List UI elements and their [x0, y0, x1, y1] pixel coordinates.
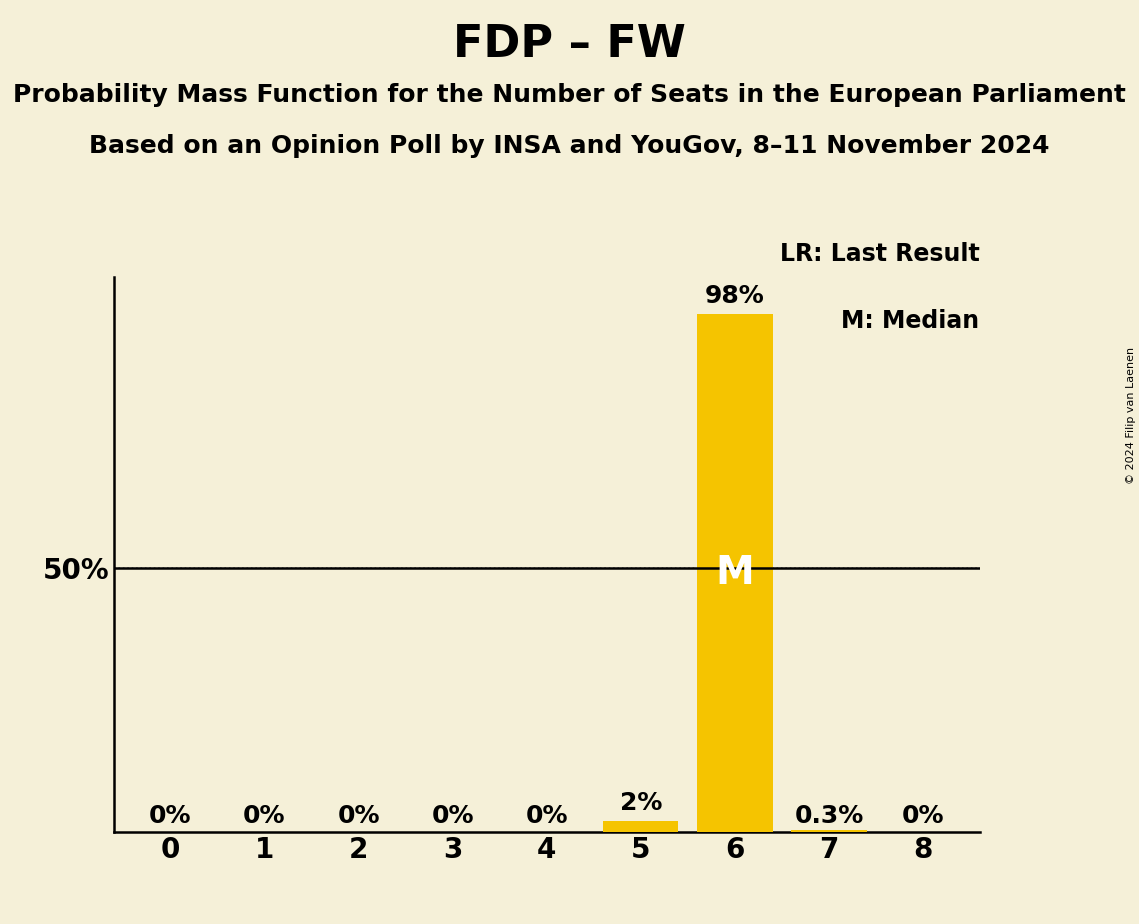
- Text: 0%: 0%: [902, 805, 944, 829]
- Text: 0%: 0%: [525, 805, 568, 829]
- Text: LR: Last Result: LR: Last Result: [780, 242, 980, 266]
- Text: M: Median: M: Median: [842, 309, 980, 333]
- Text: 0%: 0%: [337, 805, 379, 829]
- Text: © 2024 Filip van Laenen: © 2024 Filip van Laenen: [1126, 347, 1136, 484]
- Text: 0.3%: 0.3%: [794, 805, 863, 829]
- Text: 2%: 2%: [620, 791, 662, 815]
- Text: Based on an Opinion Poll by INSA and YouGov, 8–11 November 2024: Based on an Opinion Poll by INSA and You…: [89, 134, 1050, 158]
- Bar: [792, 830, 867, 832]
- Text: 0%: 0%: [432, 805, 474, 829]
- Bar: [697, 314, 772, 832]
- Text: 0%: 0%: [149, 805, 191, 829]
- Text: 0%: 0%: [244, 805, 286, 829]
- Text: Probability Mass Function for the Number of Seats in the European Parliament: Probability Mass Function for the Number…: [13, 83, 1126, 107]
- Text: FDP – FW: FDP – FW: [453, 23, 686, 67]
- Bar: [604, 821, 679, 832]
- Text: 98%: 98%: [705, 284, 764, 308]
- Text: M: M: [715, 553, 754, 592]
